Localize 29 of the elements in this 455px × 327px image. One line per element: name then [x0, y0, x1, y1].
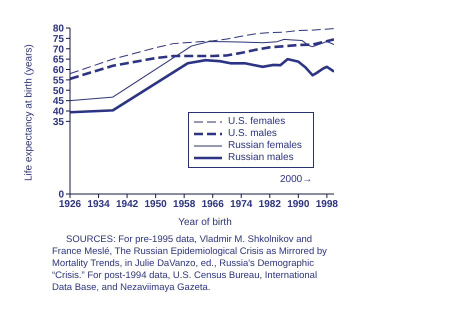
y-tick-label: 80: [52, 24, 64, 35]
y-tick-label: 40: [52, 106, 64, 118]
legend-label: Russian males: [228, 152, 294, 164]
legend-label: U.S. males: [228, 128, 277, 140]
annotation: 2000→: [280, 174, 312, 185]
y-tick-label: 35: [52, 116, 64, 128]
y-tick-label: 75: [52, 34, 64, 45]
y-tick-label: 50: [52, 86, 64, 97]
x-tick-label: 1950: [144, 199, 168, 210]
x-tick-label: 1998: [316, 199, 338, 210]
x-tick-label: 1926: [58, 199, 82, 210]
x-tick-label: 1990: [287, 199, 310, 210]
x-tick-label: 1966: [202, 199, 224, 210]
x-tick-label: 1974: [230, 199, 253, 210]
source-note: SOURCES: For pre-1995 data, Vladmir M. Shkolnikov and France Meslé, The Russian Epidemiological Crisis as Mirrored by Mortality Trends, in Julie DaVanzo, ed., Russia's Demographic “Crisis.” For post-1994 data, U.S. Census Bureau, International Data Base, and Nezaviimaya Gazeta.: [52, 234, 328, 294]
y-tick-label: 0: [58, 190, 64, 201]
y-tick-label: 60: [52, 65, 64, 76]
legend-label: Russian females: [228, 140, 302, 152]
y-tick-label: 70: [52, 44, 64, 56]
y-tick-label: 45: [52, 96, 64, 108]
x-axis-title: Year of birth: [177, 217, 233, 228]
y-tick-label: 55: [52, 75, 64, 86]
x-tick-label: 1958: [173, 199, 196, 210]
x-tick-label: 1934: [87, 199, 110, 210]
x-tick-label: 1942: [116, 199, 139, 210]
y-tick-label: 65: [52, 54, 64, 66]
legend-label: U.S. females: [228, 116, 286, 128]
x-tick-label: 1982: [258, 199, 282, 210]
y-axis-title: Life expectancy at birth (years): [24, 44, 35, 181]
